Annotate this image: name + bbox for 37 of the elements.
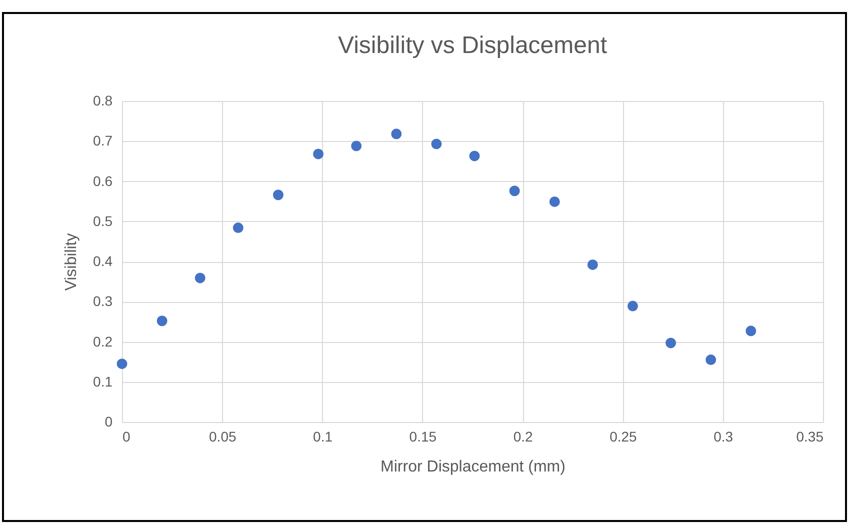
x-tick-label: 0.2	[513, 428, 534, 444]
y-tick-label: 0.1	[93, 373, 113, 390]
x-tick-label: 0	[122, 428, 130, 444]
point	[391, 128, 402, 140]
x-tick-label: 0.05	[209, 428, 236, 444]
y-tick-label: 0.2	[93, 333, 113, 350]
point	[627, 300, 638, 312]
point	[587, 259, 598, 270]
point	[313, 148, 324, 160]
point	[272, 190, 284, 200]
chart-title: Visibility vs Displacement	[338, 32, 608, 59]
y-tick-label: 0.3	[93, 293, 113, 310]
y-tick-label: 0.5	[93, 212, 113, 229]
point	[431, 138, 442, 150]
x-tick-label: 0.15	[409, 428, 437, 444]
x-tick-label: 0.3	[714, 428, 734, 444]
point	[666, 338, 676, 348]
x-axis-title: Mirror Displacement (mm)	[380, 458, 566, 476]
y-tick-label: 0.6	[93, 172, 113, 189]
point	[116, 358, 128, 370]
point	[232, 222, 244, 234]
point	[351, 140, 362, 152]
y-axis-title: Visibility	[63, 233, 80, 291]
point	[549, 196, 560, 207]
point	[706, 354, 716, 366]
point	[469, 150, 480, 162]
point	[509, 186, 520, 196]
x-tick-label: 0.35	[796, 428, 824, 444]
point	[194, 272, 206, 284]
x-tick-label: 0.1	[313, 428, 333, 444]
y-tick-label: 0.4	[93, 253, 113, 269]
y-tick-label: 0.7	[93, 132, 113, 149]
x-tick-label: 0.25	[610, 428, 638, 444]
point	[746, 326, 756, 336]
y-tick-label: 0.8	[93, 92, 113, 108]
point	[156, 316, 168, 326]
y-tick-label: 0	[104, 414, 113, 430]
